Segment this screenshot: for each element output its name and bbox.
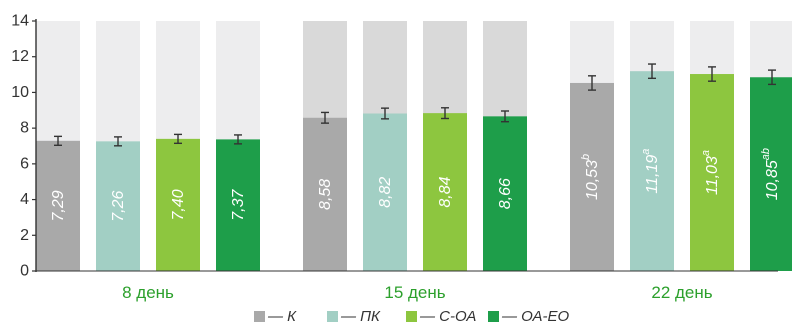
bar (36, 140, 80, 271)
y-tick-label: 14 (11, 13, 29, 30)
bar (630, 71, 674, 271)
error-bar (381, 107, 389, 120)
bar (483, 116, 527, 271)
legend-label: — ОА-ЕО (501, 308, 570, 325)
legend-swatch (327, 311, 338, 322)
bar (216, 139, 260, 271)
value-label: 7,40 (170, 189, 187, 220)
y-tick-label: 12 (11, 48, 29, 65)
legend-swatch (488, 311, 499, 322)
value-label: 8,82 (377, 177, 394, 208)
value-label: 7,29 (50, 190, 67, 221)
y-axis: 0 2 4 6 8 10 12 14 (11, 13, 778, 280)
value-label: 11,03a (700, 150, 721, 195)
legend-item: — ПК (327, 308, 381, 325)
group-label: 8 день (122, 283, 174, 302)
bar (570, 82, 614, 271)
y-tick-label: 10 (11, 84, 29, 101)
error-bar (234, 134, 242, 145)
error-bar (321, 111, 329, 124)
error-bar (174, 133, 182, 145)
legend: — К — ПК — С-ОА — ОА-ЕО (254, 308, 570, 325)
y-tick-label: 8 (20, 120, 29, 137)
error-bar (768, 69, 776, 86)
legend-item: — ОА-ЕО (488, 308, 570, 325)
error-bar (501, 110, 509, 123)
legend-label: — ПК (340, 308, 381, 325)
y-tick-label: 4 (20, 191, 29, 208)
legend-label: — С-ОА (419, 308, 476, 325)
data-bars (36, 71, 792, 272)
legend-swatch (254, 311, 265, 322)
group-label: 15 день (384, 283, 445, 302)
group-label: 22 день (651, 283, 712, 302)
bar (96, 141, 140, 271)
error-bar (588, 75, 596, 91)
value-labels: 7,29 7,26 7,40 7,37 8,58 8,82 8,84 8,66 10,53b 11… (50, 148, 781, 222)
value-label: 7,37 (230, 189, 247, 221)
value-label: 8,58 (317, 179, 334, 210)
value-label: 10,85ab (760, 148, 781, 200)
error-bar (114, 136, 122, 147)
error-bar (708, 66, 716, 82)
y-tick-label: 2 (20, 227, 29, 244)
group-labels: 8 день 15 день 22 день (122, 283, 713, 302)
y-tick-label: 6 (20, 155, 29, 172)
bar (156, 138, 200, 271)
value-label: 8,84 (437, 176, 454, 207)
bar (423, 113, 467, 272)
bar (690, 74, 734, 272)
bar (363, 113, 407, 271)
error-bar (648, 63, 656, 80)
value-label: 11,19a (640, 149, 661, 194)
y-tick-label: 0 (20, 263, 29, 280)
bar (303, 117, 347, 272)
value-label: 10,53b (580, 154, 601, 200)
legend-swatch (406, 311, 417, 322)
error-bar (54, 135, 62, 146)
legend-item: — К (254, 308, 297, 325)
legend-label: — К (267, 308, 297, 325)
bar (750, 77, 792, 271)
value-label: 8,66 (497, 178, 514, 209)
error-bars (54, 63, 776, 147)
background-bars (36, 21, 792, 271)
error-bar (441, 107, 449, 120)
value-label: 7,26 (110, 191, 127, 222)
legend-item: — С-ОА (406, 308, 476, 325)
